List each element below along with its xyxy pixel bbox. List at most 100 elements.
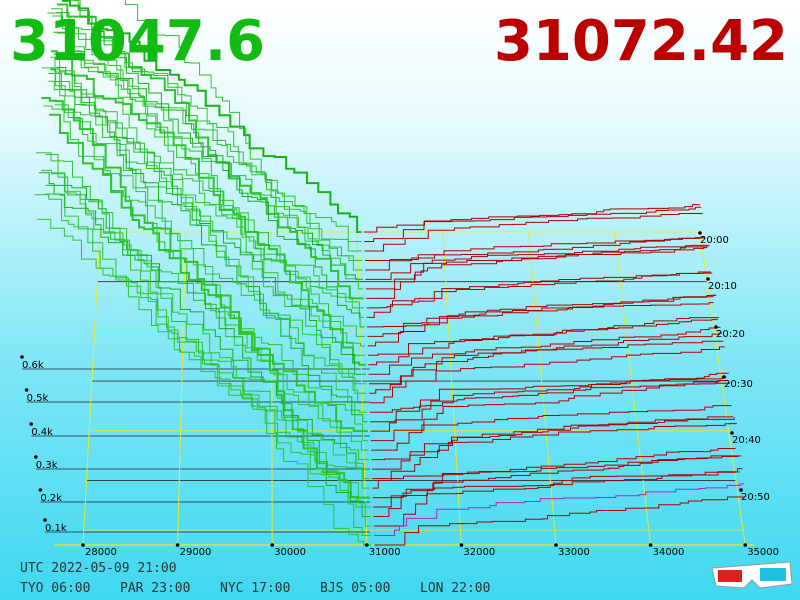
ask-curve xyxy=(368,319,718,356)
volume-label: 0.1k xyxy=(45,523,67,534)
volume-label: 0.4k xyxy=(31,427,53,438)
tick-dot xyxy=(20,355,24,359)
bid-curve xyxy=(55,51,363,261)
bid-curve xyxy=(38,172,371,518)
floor-grid xyxy=(22,231,755,546)
ask-curve xyxy=(367,294,717,347)
bid-curve xyxy=(50,68,368,423)
ask-curve xyxy=(366,272,713,318)
ask-curve xyxy=(370,382,731,442)
ask-curve xyxy=(365,247,707,280)
bid-curve xyxy=(50,56,367,404)
ask-curve xyxy=(370,372,729,432)
ask-curve xyxy=(368,326,721,375)
price-label: 34000 xyxy=(653,547,685,558)
volume-label: 0.2k xyxy=(40,493,62,504)
city-clock: BJS 05:00 xyxy=(320,581,390,596)
utc-time: UTC 2022-05-09 21:00 xyxy=(20,561,177,576)
tick-dot xyxy=(648,543,653,547)
price-line xyxy=(270,231,273,546)
tick-dot xyxy=(554,543,558,547)
price-line xyxy=(82,231,101,546)
tick-dot xyxy=(34,455,38,459)
price-label: 28000 xyxy=(85,547,117,558)
tick-dot xyxy=(459,543,464,547)
time-label: 20:00 xyxy=(700,235,729,246)
bid-curve xyxy=(62,0,362,233)
ask-curve xyxy=(369,346,725,404)
ask-curve xyxy=(374,483,744,537)
ask-curve xyxy=(371,405,732,451)
volume-label: 0.5k xyxy=(27,393,49,404)
ask-curve xyxy=(371,416,735,470)
tick-dot xyxy=(714,325,718,329)
ask-curve xyxy=(371,416,733,461)
ask-curve xyxy=(373,455,742,518)
tick-dot xyxy=(722,375,726,379)
tick-dot xyxy=(270,543,275,547)
ask-curve xyxy=(364,206,702,242)
ask-curve xyxy=(373,468,743,527)
ask-curve xyxy=(367,302,714,328)
price-label: 33000 xyxy=(558,547,590,558)
tick-dot xyxy=(739,488,743,492)
bid-curve xyxy=(49,113,368,433)
tick-dot xyxy=(81,543,85,547)
bid-curve xyxy=(43,105,369,451)
tick-dot xyxy=(743,543,747,547)
city-clock: PAR 23:00 xyxy=(120,581,190,596)
tick-dot xyxy=(43,518,47,522)
tick-dot xyxy=(730,431,734,435)
price-line xyxy=(177,231,187,546)
volume-label: 0.3k xyxy=(36,460,58,471)
bid-curve xyxy=(56,11,363,271)
bid-curve xyxy=(56,66,366,375)
bid-curve xyxy=(50,172,368,413)
tick-dot xyxy=(706,277,710,281)
glasses-icon[interactable] xyxy=(711,561,793,589)
time-label: 20:10 xyxy=(708,281,737,292)
city-clock: NYC 17:00 xyxy=(220,581,290,596)
ask-price: 31072.42 xyxy=(494,9,788,74)
price-label: 35000 xyxy=(747,547,779,558)
bid-curve xyxy=(51,15,366,356)
city-clock: TYO 06:00 xyxy=(20,581,90,596)
price-label: 31000 xyxy=(369,547,401,558)
bid-curve xyxy=(41,169,371,508)
city-clock: LON 22:00 xyxy=(420,581,490,596)
price-line xyxy=(613,231,652,546)
price-line xyxy=(699,231,746,546)
time-label: 20:40 xyxy=(732,435,761,446)
tick-dot xyxy=(175,543,180,547)
ask-curve xyxy=(374,496,746,546)
tick-dot xyxy=(698,231,702,235)
ask-curve xyxy=(364,213,703,252)
ask-curve xyxy=(366,244,710,299)
bid-curve xyxy=(74,0,365,328)
ask-curve xyxy=(365,237,706,271)
price-label: 29000 xyxy=(180,547,212,558)
tick-dot xyxy=(29,422,33,426)
volume-label: 0.6k xyxy=(22,360,44,371)
depth-curves xyxy=(35,0,746,546)
ask-curve xyxy=(372,447,736,480)
ask-curve xyxy=(364,237,705,261)
bid-curve xyxy=(48,80,369,461)
price-label: 32000 xyxy=(463,547,495,558)
time-label: 20:50 xyxy=(741,492,770,503)
ask-curve xyxy=(372,423,737,489)
bid-curve xyxy=(41,97,370,499)
time-label: 20:30 xyxy=(724,379,753,390)
bid-curve xyxy=(36,152,372,546)
price-line xyxy=(442,231,462,546)
ask-curve xyxy=(368,317,720,366)
tick-dot xyxy=(24,388,29,392)
tick-dot xyxy=(365,543,369,547)
tick-dot xyxy=(38,488,43,492)
bid-curve xyxy=(37,218,370,480)
ask-curve xyxy=(367,294,715,337)
axis-labels: 28000 29000 30000 31000 32000 33000 34000 35000… xyxy=(20,231,779,558)
bid-curve xyxy=(35,194,371,527)
